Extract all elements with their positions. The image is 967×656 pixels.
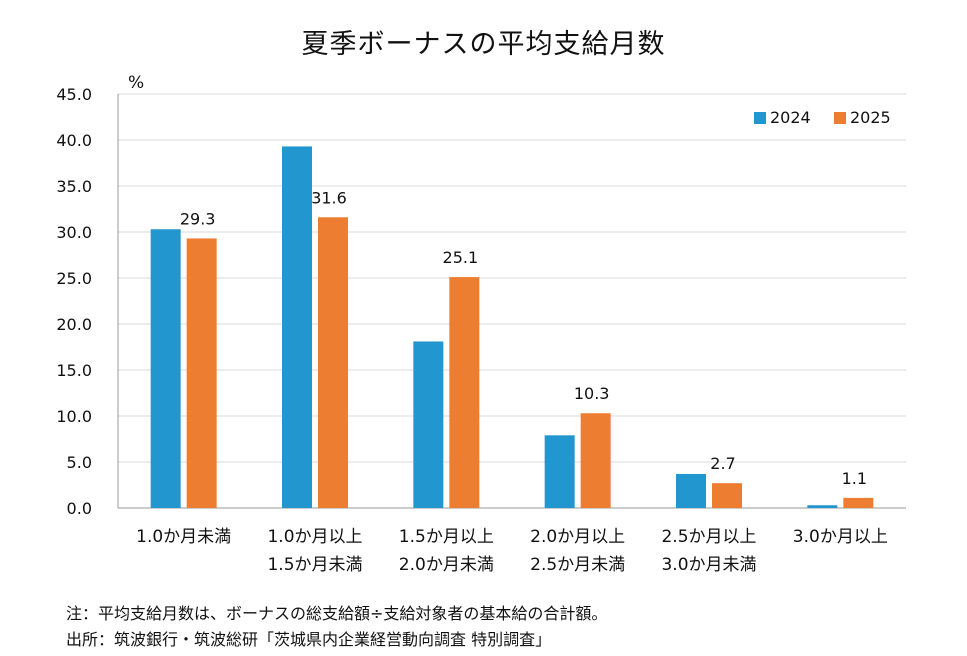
x-tick-label: 1.0か月以上 xyxy=(267,527,362,547)
x-tick-label: 2.0か月以上 xyxy=(530,527,625,547)
data-label: 1.1 xyxy=(842,469,867,488)
x-tick-label: 1.0か月未満 xyxy=(136,527,231,547)
x-tick-label: 1.5か月未満 xyxy=(267,555,362,575)
x-tick-label: 3.0か月以上 xyxy=(793,527,888,547)
legend-swatch-2024 xyxy=(754,112,766,124)
y-tick-label: 40.0 xyxy=(56,131,92,150)
x-tick-label: 2.0か月未満 xyxy=(399,555,494,575)
bar-2025-2 xyxy=(449,277,480,508)
y-tick-label: 5.0 xyxy=(67,453,92,472)
bar-2024-3 xyxy=(544,435,575,508)
bar-2025-4 xyxy=(712,483,742,508)
bar-2024-2 xyxy=(413,341,444,508)
chart-title: 夏季ボーナスの平均支給月数 xyxy=(301,29,666,60)
data-label: 2.7 xyxy=(710,454,735,473)
bar-2025-1 xyxy=(318,217,348,508)
x-tick-label: 2.5か月以上 xyxy=(661,527,756,547)
y-tick-label: 0.0 xyxy=(67,499,92,518)
x-tick-label: 2.5か月未満 xyxy=(530,555,625,575)
y-axis-label: % xyxy=(128,73,144,93)
legend: 2024 2025 xyxy=(754,108,891,127)
x-tick-label: 3.0か月未満 xyxy=(661,555,756,575)
y-tick-label: 10.0 xyxy=(56,407,92,426)
legend-swatch-2025 xyxy=(834,112,846,124)
source-note: 出所：筑波銀行・筑波総研「茨城県内企業経営動向調査 特別調査」 xyxy=(66,630,552,649)
bar-2024-1 xyxy=(282,146,312,508)
legend-label: 2025 xyxy=(850,108,891,127)
y-tick-label: 15.0 xyxy=(56,361,92,380)
data-labels: 29.3 31.6 25.1 10.3 2.7 1.1 xyxy=(180,188,867,488)
x-tick-label: 1.5か月以上 xyxy=(399,527,494,547)
bars xyxy=(150,146,874,509)
data-label: 31.6 xyxy=(311,188,347,207)
y-tick-label: 25.0 xyxy=(56,269,92,288)
y-tick-label: 35.0 xyxy=(56,177,92,196)
footnote: 注：平均支給月数は、ボーナスの総支給額÷支給対象者の基本給の合計額。 xyxy=(66,604,608,623)
bar-2025-5 xyxy=(843,497,874,508)
y-tick-label: 20.0 xyxy=(56,315,92,334)
bar-2025-0 xyxy=(186,238,217,508)
gridlines xyxy=(118,93,906,463)
data-label: 10.3 xyxy=(574,384,610,403)
bar-2024-0 xyxy=(150,229,181,509)
bar-chart: 0.0 5.0 10.0 15.0 20.0 25.0 30.0 35.0 40.0 45.0% 1… xyxy=(56,73,906,575)
bar-2025-3 xyxy=(580,413,611,508)
bar-2024-4 xyxy=(676,473,706,508)
legend-label: 2024 xyxy=(770,108,811,127)
data-label: 29.3 xyxy=(180,209,216,228)
y-tick-label: 30.0 xyxy=(56,223,92,242)
bar-2024-5 xyxy=(807,505,838,508)
y-tick-label: 45.0 xyxy=(56,85,92,104)
data-label: 25.1 xyxy=(443,248,479,267)
axes: 0.0 5.0 10.0 15.0 20.0 25.0 30.0 35.0 40.0 45.0% 1… xyxy=(56,73,906,575)
